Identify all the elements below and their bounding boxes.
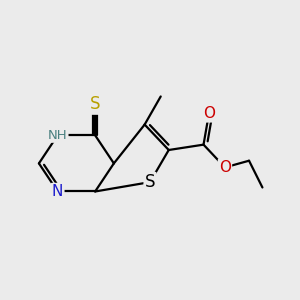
Text: O: O	[219, 160, 231, 175]
Text: S: S	[145, 173, 155, 191]
Text: S: S	[90, 95, 101, 113]
Text: O: O	[203, 106, 215, 122]
Text: N: N	[52, 184, 63, 199]
Text: NH: NH	[48, 129, 68, 142]
